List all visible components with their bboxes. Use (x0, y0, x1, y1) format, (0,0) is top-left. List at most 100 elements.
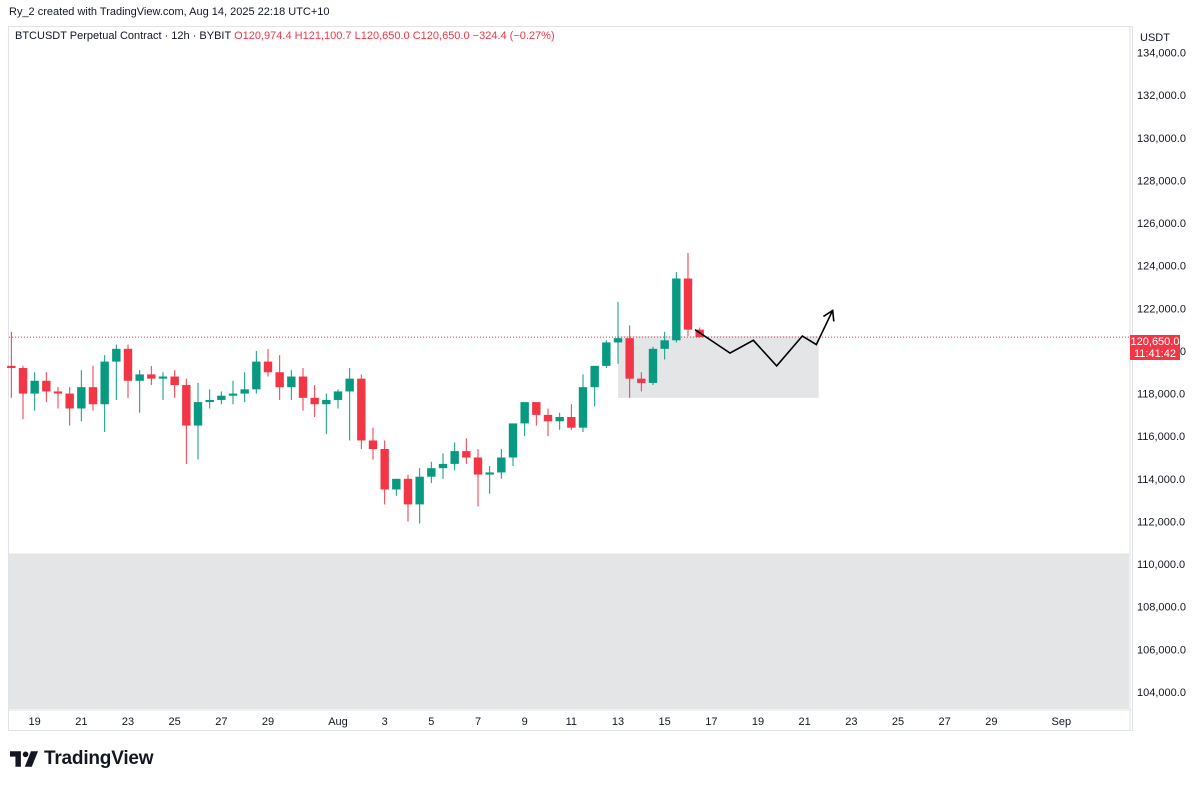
candle-body (392, 478, 401, 490)
candle-body (217, 395, 226, 400)
candle-body (683, 278, 693, 330)
candle-body (333, 391, 343, 400)
candle (275, 355, 284, 400)
candle-body (77, 387, 86, 409)
candle (497, 448, 506, 479)
candle-body (637, 378, 646, 383)
candle-body (543, 414, 553, 422)
candle-body (88, 387, 98, 405)
candle-body (263, 361, 273, 373)
candle (403, 474, 413, 522)
legend-close: C120,650.0 (412, 30, 470, 42)
price-tick-label: 128,000.0 (1137, 175, 1186, 187)
candle-body (473, 457, 483, 475)
candle-body (380, 448, 389, 490)
candle-body (18, 368, 28, 394)
currency-label[interactable]: USDT (1140, 32, 1170, 44)
time-tick-label: 7 (475, 716, 481, 728)
candle-body (555, 417, 564, 422)
candle (602, 340, 611, 368)
candle (345, 368, 354, 441)
price-tick-label: 118,000.0 (1137, 389, 1185, 401)
candle (462, 438, 471, 464)
time-tick-label: 9 (522, 716, 528, 728)
time-tick-label: 27 (215, 716, 227, 728)
time-tick-label: Sep (1052, 716, 1072, 728)
candle-body (660, 340, 669, 349)
legend-symbol: BTCUSDT Perpetual Contract · 12h · BYBIT (15, 30, 232, 42)
candle (543, 408, 553, 437)
candle-body (182, 385, 191, 426)
candle (123, 344, 133, 398)
price-tick-label: 104,000.0 (1137, 687, 1186, 699)
candle-body (485, 472, 494, 475)
candle-body (438, 463, 448, 469)
candle-body (65, 393, 74, 409)
candle-body (520, 402, 529, 424)
candle-body (123, 348, 133, 381)
candle-body (672, 278, 681, 341)
candle (112, 344, 121, 400)
projection-layer (694, 309, 835, 368)
candle-body (567, 417, 576, 428)
candle-body (53, 391, 63, 394)
price-tick-label: 130,000.0 (1137, 133, 1186, 145)
candle (392, 478, 401, 496)
candle (672, 272, 681, 343)
candle (170, 370, 179, 398)
tradingview-logo[interactable]: TradingView (10, 748, 154, 770)
candle (65, 387, 74, 426)
candle (322, 393, 331, 435)
candle (485, 466, 494, 494)
candle (182, 378, 191, 464)
candle-body (368, 440, 378, 449)
candle-body (147, 374, 156, 379)
candle (357, 374, 366, 449)
candle (42, 372, 51, 403)
time-tick-label: 21 (75, 716, 87, 728)
time-tick-label: 27 (939, 716, 951, 728)
candle-body (252, 361, 261, 390)
price-tick-label: 122,000.0 (1137, 303, 1186, 315)
legend-low: L120,650.0 (354, 30, 410, 42)
time-axis-labels: 19 21 23 25 27 29 Aug 3 5 7 9 11 13 15 17 19 21 23 25 27 29 S… (29, 716, 1072, 728)
symbol-legend[interactable]: BTCUSDT Perpetual Contract · 12h · BYBIT… (15, 30, 555, 42)
support-zones-layer (9, 336, 1129, 709)
candle (88, 365, 98, 411)
candle (415, 468, 424, 524)
time-tick-label: 29 (985, 716, 997, 728)
candle-body (7, 365, 16, 368)
candle (228, 380, 238, 405)
tradingview-wordmark: TradingView (44, 748, 154, 769)
candle-body (170, 376, 179, 386)
price-tick-label: 116,000.0 (1137, 431, 1185, 443)
candle (158, 372, 168, 400)
time-tick-label: 21 (799, 716, 811, 728)
candle (147, 365, 156, 386)
time-tick-label: 3 (382, 716, 388, 728)
last-price-badge: 120,650.0 11:41:42 (1130, 335, 1180, 360)
candle (368, 427, 378, 460)
time-tick-label: 23 (845, 716, 857, 728)
legend-open: O120,974.4 (234, 30, 292, 42)
price-tick-label: 106,000.0 (1137, 644, 1186, 656)
time-tick-label: 23 (122, 716, 134, 728)
candle (287, 370, 296, 400)
candle (532, 402, 541, 426)
candle-body (403, 478, 413, 505)
candle (298, 368, 308, 411)
candle-body (310, 397, 319, 405)
time-tick-label: 19 (29, 716, 41, 728)
candles-layer (7, 252, 704, 524)
candle (100, 355, 109, 432)
price-tick-label: 132,000.0 (1137, 90, 1186, 102)
chart-caption: Ry_2 created with TradingView.com, Aug 1… (9, 6, 330, 18)
candle (508, 423, 518, 467)
price-axis-labels: 104,000.0 106,000.0 108,000.0 110,000.0 112,… (1137, 48, 1186, 699)
candle (135, 370, 144, 413)
candle-body (427, 468, 436, 477)
candle-body (613, 338, 623, 343)
time-tick-label: 5 (428, 716, 434, 728)
time-tick-label: 25 (892, 716, 904, 728)
